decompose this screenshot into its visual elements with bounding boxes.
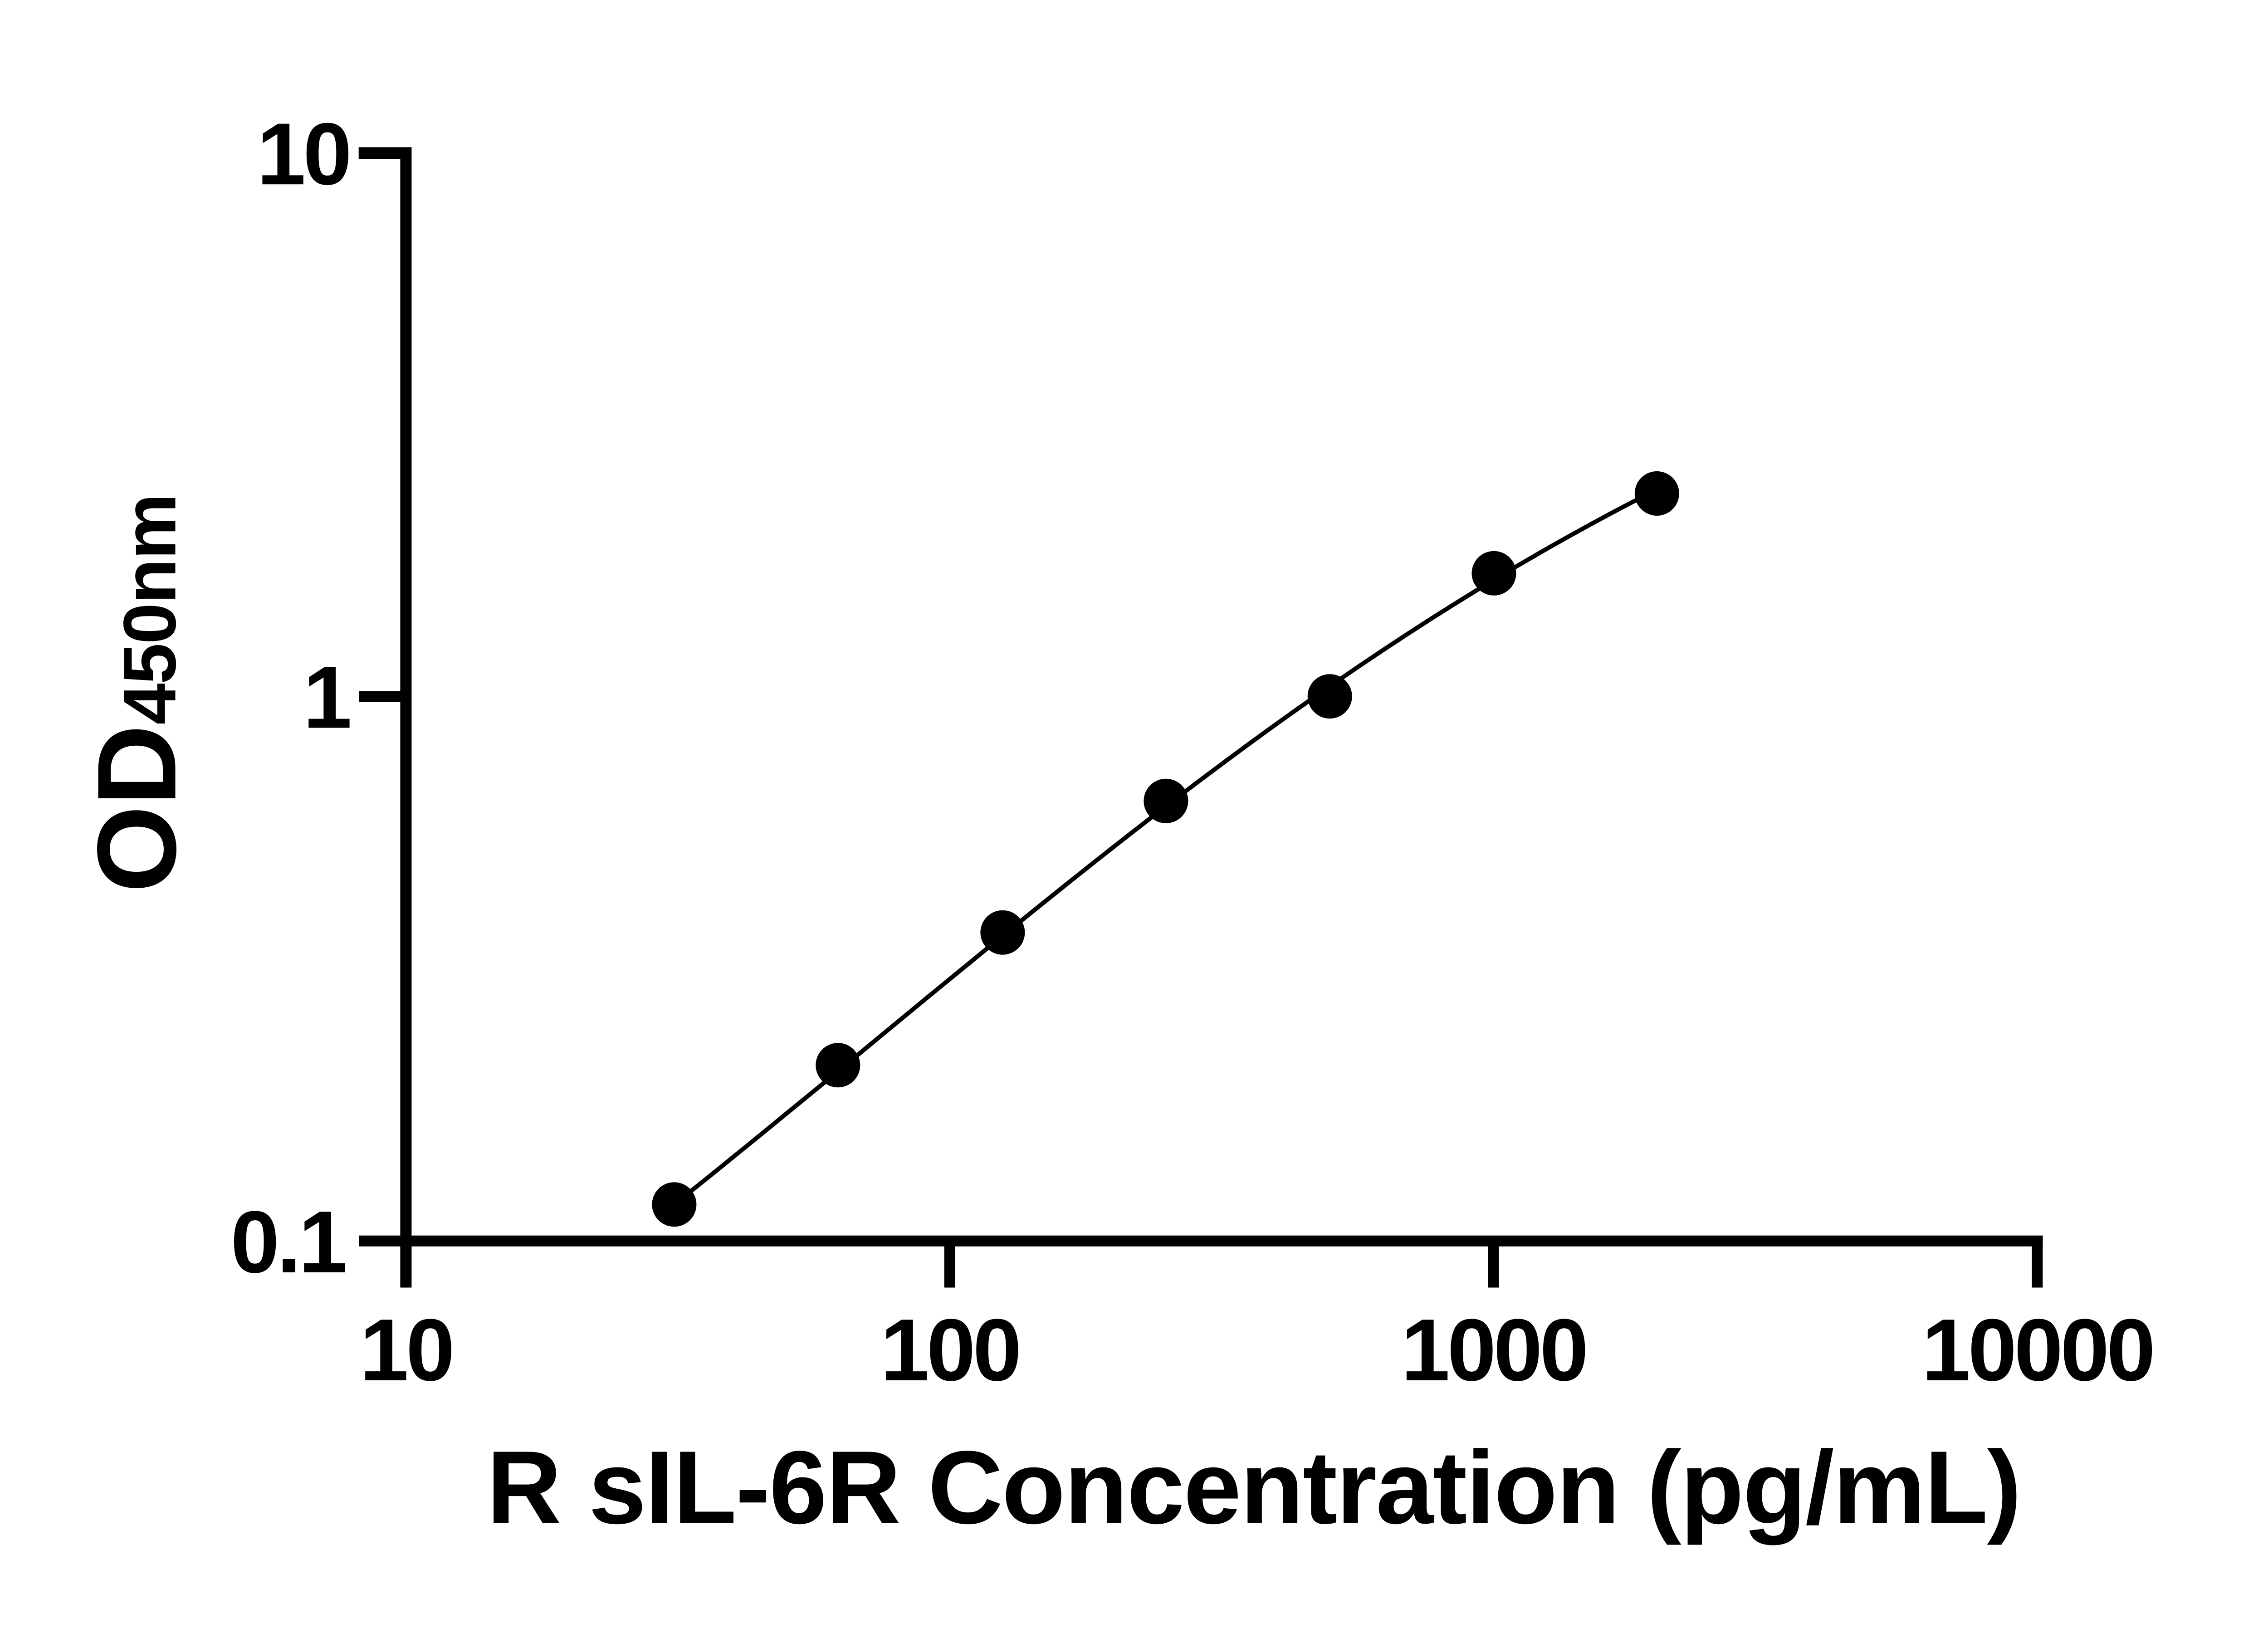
svg-text:10: 10 xyxy=(257,105,349,203)
svg-text:1: 1 xyxy=(303,648,350,747)
svg-text:0.1: 0.1 xyxy=(230,1193,345,1291)
svg-text:100: 100 xyxy=(880,1301,1019,1399)
svg-text:10000: 10000 xyxy=(1922,1301,2153,1399)
svg-text:10: 10 xyxy=(360,1301,452,1399)
svg-text:R sIL-6R Concentration (pg/mL): R sIL-6R Concentration (pg/mL) xyxy=(487,1429,2021,1545)
svg-text:1000: 1000 xyxy=(1401,1301,1586,1399)
